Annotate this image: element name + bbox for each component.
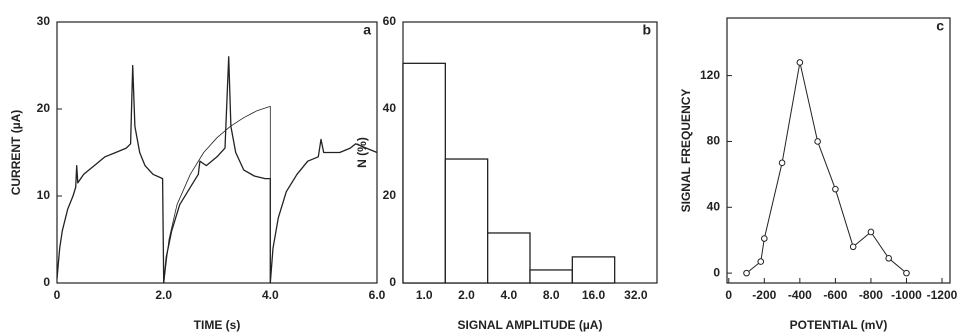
y-tick-label: 0 bbox=[43, 275, 50, 289]
bar bbox=[444, 158, 489, 284]
bar bbox=[571, 256, 616, 284]
y-tick-label: 120 bbox=[700, 68, 720, 82]
y-axis-label: SIGNAL FREQUENCY bbox=[679, 89, 693, 213]
x-tick-label: -800 bbox=[859, 288, 883, 302]
bar bbox=[487, 232, 531, 284]
x-tick-label: 0 bbox=[54, 288, 61, 302]
x-axis-label: SIGNAL AMPLITUDE (µA) bbox=[458, 318, 603, 332]
x-axis-label: POTENTIAL (mV) bbox=[790, 318, 888, 332]
data-point bbox=[778, 159, 786, 167]
y-tick-label: 30 bbox=[37, 14, 51, 28]
data-line bbox=[56, 56, 378, 284]
x-tick-label: -600 bbox=[823, 288, 847, 302]
panel-label: b bbox=[642, 22, 651, 38]
data-point bbox=[903, 269, 910, 277]
data-line bbox=[746, 61, 907, 274]
x-tick-label: 6.0 bbox=[369, 288, 386, 302]
plot-frame bbox=[726, 17, 951, 284]
x-tick-label: -1000 bbox=[891, 288, 922, 302]
y-axis-label: CURRENT (µA) bbox=[9, 110, 23, 196]
y-tick-label: 10 bbox=[37, 188, 51, 202]
data-point bbox=[885, 255, 892, 262]
y-tick-label: 40 bbox=[383, 101, 397, 115]
x-tick-label: 1.0 bbox=[416, 288, 433, 302]
x-tick-label: 2.0 bbox=[155, 288, 172, 302]
x-tick-label: 8.0 bbox=[543, 288, 560, 302]
x-tick-label: -400 bbox=[788, 288, 812, 302]
x-tick-label: 16.0 bbox=[582, 288, 606, 302]
data-line bbox=[163, 106, 271, 284]
panel-label: c bbox=[936, 18, 944, 34]
x-tick-label: 32.0 bbox=[624, 288, 648, 302]
y-tick-label: 20 bbox=[383, 188, 397, 202]
data-point bbox=[849, 243, 857, 251]
data-point bbox=[743, 269, 750, 277]
y-axis-label: N (%) bbox=[355, 137, 369, 168]
y-tick-label: 80 bbox=[707, 134, 721, 148]
data-point bbox=[814, 138, 821, 145]
data-point bbox=[867, 228, 875, 236]
x-tick-label: 0 bbox=[725, 288, 732, 302]
y-tick-label: 40 bbox=[707, 199, 721, 213]
x-axis-label: TIME (s) bbox=[194, 318, 241, 332]
bar bbox=[529, 269, 573, 284]
y-tick-label: 0 bbox=[389, 275, 396, 289]
y-tick-label: 0 bbox=[713, 265, 720, 279]
x-tick-label: 4.0 bbox=[262, 288, 279, 302]
bar bbox=[402, 62, 446, 284]
x-tick-label: -200 bbox=[752, 288, 776, 302]
data-point bbox=[757, 258, 765, 265]
x-tick-label: -1200 bbox=[927, 288, 958, 302]
y-tick-label: 60 bbox=[383, 14, 397, 28]
x-tick-label: 4.0 bbox=[500, 288, 517, 302]
panel-label: a bbox=[363, 22, 371, 38]
y-tick-label: 20 bbox=[37, 101, 51, 115]
data-point bbox=[761, 235, 768, 242]
data-point bbox=[832, 185, 839, 193]
x-tick-label: 2.0 bbox=[458, 288, 475, 302]
data-point bbox=[796, 59, 804, 66]
